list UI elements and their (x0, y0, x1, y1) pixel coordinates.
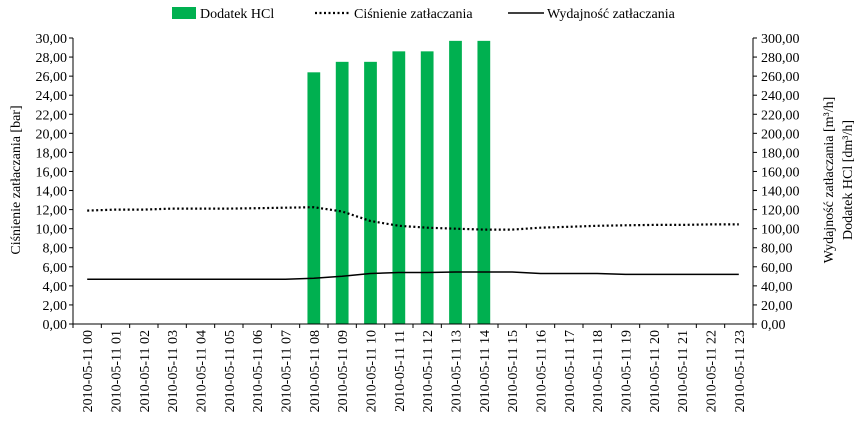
bar-hcl (364, 61, 377, 324)
y-right-tick-label: 100,00 (761, 223, 800, 238)
y-left-tick-label: 20,00 (36, 127, 68, 142)
y-right-tick-label: 260,00 (761, 70, 800, 85)
x-tick-label: 2010-05-11 23 (733, 330, 748, 412)
x-tick-label: 2010-05-11 01 (110, 330, 125, 412)
line-pressure (87, 206, 739, 231)
x-tick-label: 2010-05-11 02 (138, 330, 153, 412)
y-right-tick-label: 120,00 (761, 204, 800, 219)
x-tick-label: 2010-05-11 05 (223, 330, 238, 412)
x-tick-label: 2010-05-11 09 (336, 330, 351, 412)
bar-hcl (392, 51, 406, 324)
y-left-tick-label: 24,00 (36, 89, 68, 104)
y-left-tick-label: 6,00 (43, 261, 68, 276)
x-tick-label: 2010-05-11 18 (591, 330, 606, 412)
x-tick-label: 2010-05-11 03 (166, 330, 181, 412)
y-left-tick-label: 26,00 (36, 70, 68, 85)
x-tick-label: 2010-05-11 11 (393, 330, 408, 412)
bar-hcl (449, 40, 462, 325)
lines-layer (87, 206, 739, 280)
line-flow (87, 271, 739, 280)
bar-hcl (335, 61, 349, 324)
legend-label-flow: Wydajność zatłaczania (547, 7, 676, 22)
x-tick-label: 2010-05-11 14 (478, 330, 493, 412)
bar-hcl (420, 51, 434, 324)
axes-layer: 0,00 2,00 4,00 6,00 8,00 10,00 12,00 14,00 16,00… (36, 32, 800, 412)
x-tick-label: 2010-05-11 12 (421, 330, 436, 412)
bars-layer (307, 40, 491, 325)
y-right-tick-label: 160,00 (761, 165, 800, 180)
y-right-tick-label: 180,00 (761, 146, 800, 161)
legend-label-pressure: Ciśnienie zatłaczania (354, 7, 473, 22)
x-tick-label: 2010-05-11 10 (365, 330, 380, 412)
y-left-tick-label: 14,00 (36, 185, 68, 200)
y-right-tick-label: 0,00 (761, 318, 786, 333)
y-right-tick-label: 60,00 (761, 261, 793, 276)
y-left-tick-label: 18,00 (36, 146, 68, 161)
y-right-tick-label: 300,00 (761, 32, 800, 47)
x-tick-label: 2010-05-11 13 (450, 330, 465, 412)
bar-hcl (477, 40, 491, 325)
y-left-tick-label: 8,00 (43, 242, 68, 257)
legend-swatch-hcl (172, 7, 196, 19)
y-left-axis-title: Ciśnienie zatłaczania [bar] (9, 105, 24, 254)
y-right-tick-label: 200,00 (761, 127, 800, 142)
x-tick-label: 2010-05-11 06 (251, 330, 266, 412)
y-right-tick-label: 240,00 (761, 89, 800, 104)
x-tick-label: 2010-05-11 19 (620, 330, 635, 412)
y-left-tick-label: 4,00 (43, 280, 68, 295)
x-tick-label: 2010-05-11 00 (81, 330, 96, 412)
x-tick-label: 2010-05-11 16 (535, 330, 550, 412)
y-right-tick-label: 40,00 (761, 280, 793, 295)
legend-label-hcl: Dodatek HCl (200, 7, 274, 22)
legend: Dodatek HCl Ciśnienie zatłaczania Wydajn… (172, 7, 676, 22)
y-left-tick-label: 0,00 (43, 318, 68, 333)
y-right-tick-label: 80,00 (761, 242, 793, 257)
y-right-axis-title-1: Wydajność zatłaczania [m³/h] (822, 97, 837, 264)
bar-hcl (307, 72, 321, 324)
x-tick-label: 2010-05-11 21 (676, 330, 691, 412)
y-left-tick-label: 12,00 (36, 204, 68, 219)
x-tick-label: 2010-05-11 15 (506, 330, 521, 412)
y-right-tick-label: 280,00 (761, 51, 800, 66)
y-left-tick-label: 16,00 (36, 165, 68, 180)
y-right-tick-label: 140,00 (761, 185, 800, 200)
y-left-tick-label: 30,00 (36, 32, 68, 47)
y-right-tick-label: 220,00 (761, 108, 800, 123)
x-tick-label: 2010-05-11 08 (308, 330, 323, 412)
y-left-tick-label: 22,00 (36, 108, 68, 123)
y-left-tick-label: 28,00 (36, 51, 68, 66)
x-tick-label: 2010-05-11 20 (648, 330, 663, 412)
y-left-tick-label: 2,00 (43, 299, 68, 314)
x-tick-label: 2010-05-11 04 (195, 330, 210, 412)
y-right-axis-title-2: Dodatek HCl [dm³/h] (841, 120, 856, 240)
x-tick-label: 2010-05-11 07 (280, 330, 295, 412)
y-left-tick-label: 10,00 (36, 223, 68, 238)
x-tick-label: 2010-05-11 17 (563, 330, 578, 412)
x-tick-label: 2010-05-11 22 (705, 330, 720, 412)
y-right-tick-label: 20,00 (761, 299, 793, 314)
